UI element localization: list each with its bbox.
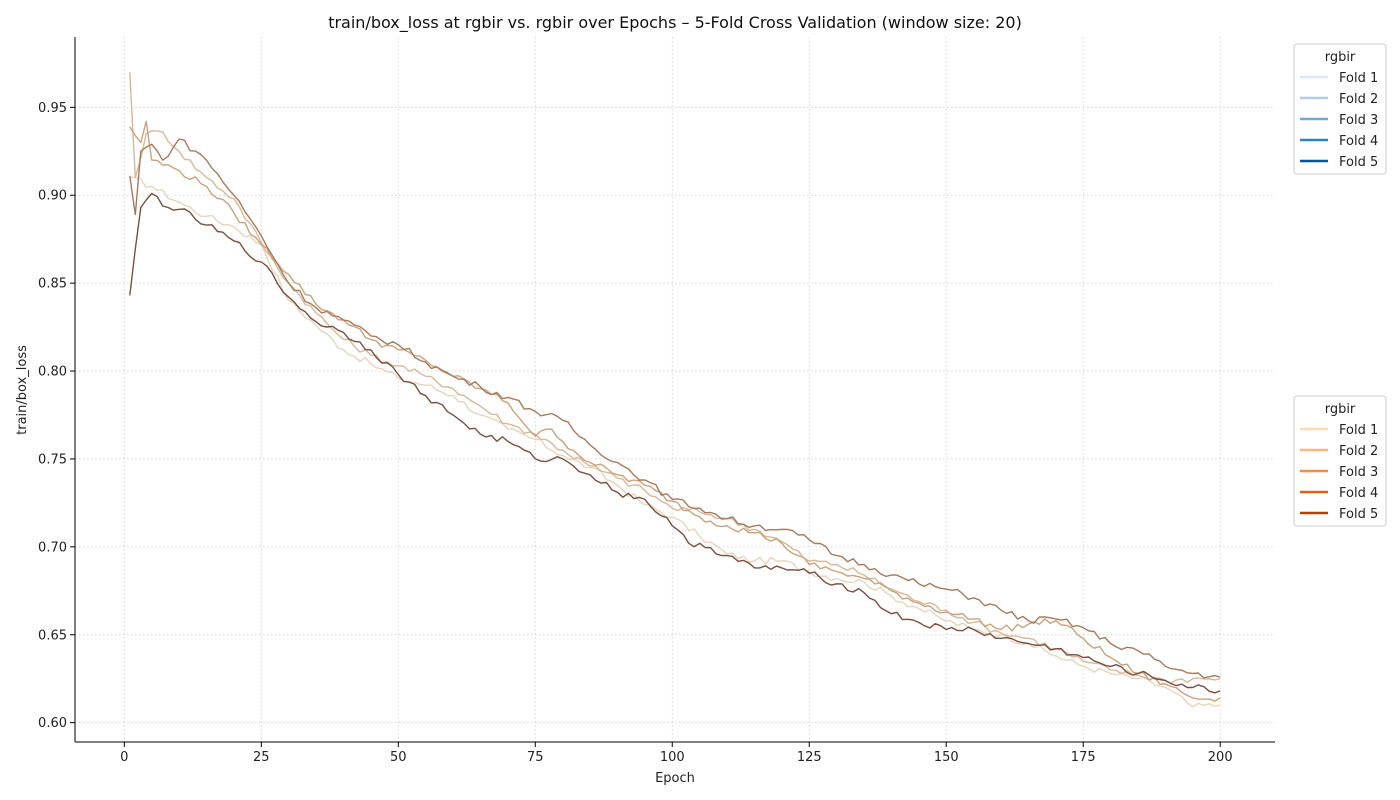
y-tick-label: 0.85 [38,277,67,292]
series-group [129,72,1221,708]
x-tick-label: 175 [1071,750,1096,765]
legend-2: rgbir Fold 1 Fold 2 Fold 3 Fold 4 Fold 5 [1293,395,1387,527]
series-line-4 [129,138,1221,679]
y-tick-label: 0.80 [38,365,67,380]
x-tick-label: 200 [1208,750,1233,765]
x-tick-label: 100 [660,750,685,765]
y-tick-label: 0.75 [38,452,67,467]
y-tick-label: 0.60 [38,716,67,731]
grid [75,37,1275,742]
legend-title: rgbir [1325,402,1356,417]
y-tick-label: 0.95 [38,101,67,116]
x-tick-label: 0 [120,750,128,765]
x-tick-label: 150 [934,750,959,765]
x-ticks: 0 25 50 75 100 125 150 175 200 [120,742,1233,765]
x-tick-label: 125 [797,750,822,765]
x-axis-label: Epoch [655,771,695,786]
y-tick-label: 0.70 [38,540,67,555]
legend-label: Fold 2 [1339,92,1378,107]
legend-label: Fold 2 [1339,444,1378,459]
y-tick-label: 0.90 [38,189,67,204]
chart-title: train/box_loss at rgbir vs. rgbir over E… [328,13,1022,33]
legend-label: Fold 5 [1339,507,1378,522]
x-tick-label: 75 [527,750,544,765]
y-tick-label: 0.65 [38,628,67,643]
axes [74,37,1275,743]
legend-title: rgbir [1325,50,1356,65]
legend-label: Fold 5 [1339,155,1378,170]
legend-label: Fold 4 [1339,486,1378,501]
y-axis-label: train/box_loss [15,345,30,435]
legend-label: Fold 3 [1339,113,1378,128]
legend-label: Fold 3 [1339,465,1378,480]
legend-label: Fold 1 [1339,71,1378,86]
x-tick-label: 25 [253,750,270,765]
x-tick-label: 50 [390,750,407,765]
legend-label: Fold 1 [1339,423,1378,438]
series-line-3 [129,120,1221,702]
legend-label: Fold 4 [1339,134,1378,149]
legend-1: rgbir Fold 1 Fold 2 Fold 3 Fold 4 Fold 5 [1293,43,1387,175]
series-line-2 [129,72,1221,684]
y-ticks: 0.60 0.65 0.70 0.75 0.80 0.85 0.90 0.95 [38,101,75,731]
series-line-1 [129,176,1221,708]
series-line-5 [129,192,1221,694]
